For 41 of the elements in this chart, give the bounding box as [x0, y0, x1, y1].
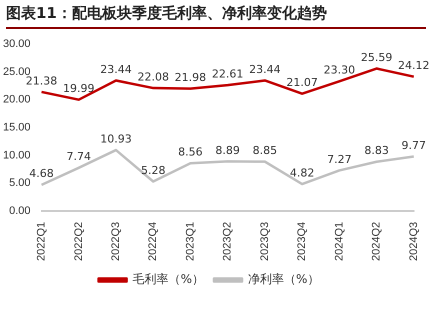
y-tick-label: 10.00: [2, 149, 31, 162]
y-tick-label: 15.00: [2, 121, 31, 134]
x-tick-label: 2024Q2: [370, 222, 383, 262]
data-label: 4.82: [290, 166, 314, 180]
y-tick-label: 20.00: [2, 94, 31, 106]
x-tick-label: 2024Q3: [408, 222, 420, 262]
data-label: 10.93: [100, 132, 132, 146]
data-label: 22.08: [137, 70, 169, 84]
data-label: 7.74: [66, 150, 92, 164]
legend-label: 毛利率（%）: [132, 272, 204, 286]
x-tick-label: 2023Q3: [258, 222, 271, 262]
y-tick-label: 5.00: [9, 177, 31, 190]
y-tick-label: 0.00: [9, 204, 31, 217]
data-label: 25.59: [360, 50, 392, 64]
data-label: 8.85: [252, 144, 278, 157]
x-tick-label: 2022Q1: [36, 222, 48, 262]
data-label: 23.44: [249, 62, 281, 76]
y-tick-label: 30.00: [2, 38, 31, 50]
data-label: 23.30: [324, 64, 356, 77]
x-tick-label: 2022Q2: [72, 222, 85, 262]
x-tick-label: 2023Q4: [296, 222, 308, 262]
data-label: 21.98: [174, 70, 206, 84]
x-tick-label: 2022Q4: [147, 222, 160, 262]
x-tick-label: 2023Q2: [222, 222, 234, 262]
x-tick-label: 2023Q1: [184, 222, 196, 262]
data-label: 21.07: [286, 76, 318, 90]
data-label: 8.56: [178, 146, 203, 159]
data-label: 8.83: [364, 144, 389, 158]
data-label: 4.68: [29, 167, 54, 180]
data-label: 24.12: [398, 59, 430, 72]
legend-label: 净利率（%）: [248, 272, 320, 286]
chart-title: 图表11：配电板块季度毛利率、净利率变化趋势: [6, 4, 426, 29]
data-label: 8.89: [215, 144, 240, 157]
data-label: 23.44: [100, 62, 132, 76]
data-label: 9.77: [402, 138, 426, 152]
x-tick-label: 2024Q1: [333, 222, 346, 262]
data-label: 5.28: [140, 164, 166, 177]
data-label: 19.99: [63, 82, 95, 96]
data-label: 22.61: [212, 67, 244, 80]
data-label: 7.27: [327, 152, 352, 166]
x-tick-label: 2022Q3: [110, 222, 122, 262]
